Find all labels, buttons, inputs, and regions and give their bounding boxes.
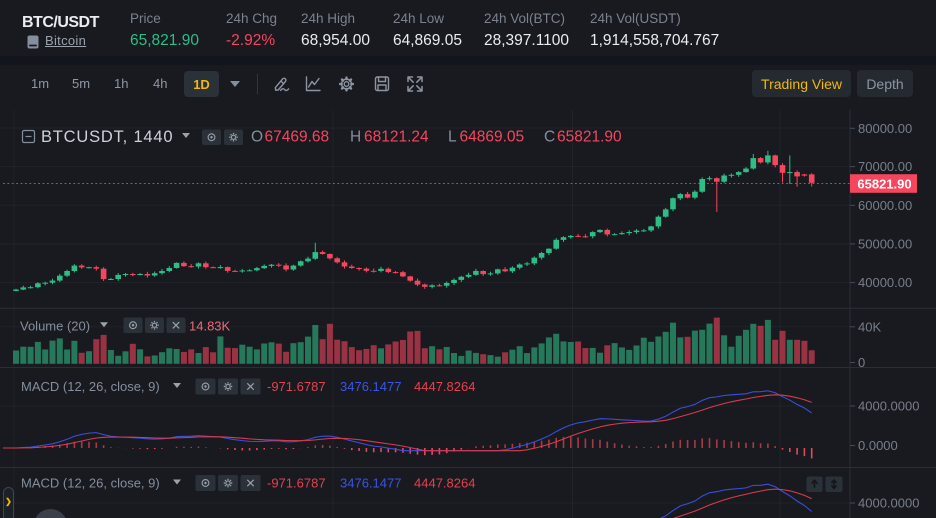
svg-text:50000.00: 50000.00 [858,236,912,251]
svg-text:3476.1477: 3476.1477 [340,476,401,491]
svg-text:C: C [544,129,555,146]
svg-text:4000.0000: 4000.0000 [858,496,919,511]
svg-text:40000.00: 40000.00 [858,275,912,290]
svg-text:4447.8264: 4447.8264 [414,379,475,394]
svg-text:4447.8264: 4447.8264 [414,476,475,491]
svg-text:65821.90: 65821.90 [557,129,622,146]
svg-text:67469.68: 67469.68 [265,129,330,146]
svg-text:H: H [350,129,361,146]
svg-text:0.0000: 0.0000 [858,438,898,453]
svg-text:Volume (20): Volume (20) [20,318,90,333]
svg-text:-971.6787: -971.6787 [267,476,326,491]
svg-text:O: O [251,129,263,146]
svg-text:14.83K: 14.83K [189,318,231,333]
svg-text:3476.1477: 3476.1477 [340,379,401,394]
svg-text:L: L [448,129,457,146]
svg-text:-971.6787: -971.6787 [267,379,326,394]
svg-text:64869.05: 64869.05 [460,129,525,146]
svg-text:68121.24: 68121.24 [364,129,429,146]
svg-text:❯: ❯ [5,497,12,507]
svg-text:BTCUSDT, 1440: BTCUSDT, 1440 [41,128,173,146]
svg-text:65821.90: 65821.90 [857,176,911,191]
svg-text:60000.00: 60000.00 [858,198,912,213]
svg-text:70000.00: 70000.00 [858,159,912,174]
svg-text:MACD (12, 26, close, 9): MACD (12, 26, close, 9) [21,476,160,491]
svg-text:0: 0 [858,355,865,370]
svg-text:4000.0000: 4000.0000 [858,399,919,414]
svg-text:MACD (12, 26, close, 9): MACD (12, 26, close, 9) [21,379,160,394]
svg-text:40K: 40K [858,319,881,334]
svg-text:80000.00: 80000.00 [858,121,912,136]
